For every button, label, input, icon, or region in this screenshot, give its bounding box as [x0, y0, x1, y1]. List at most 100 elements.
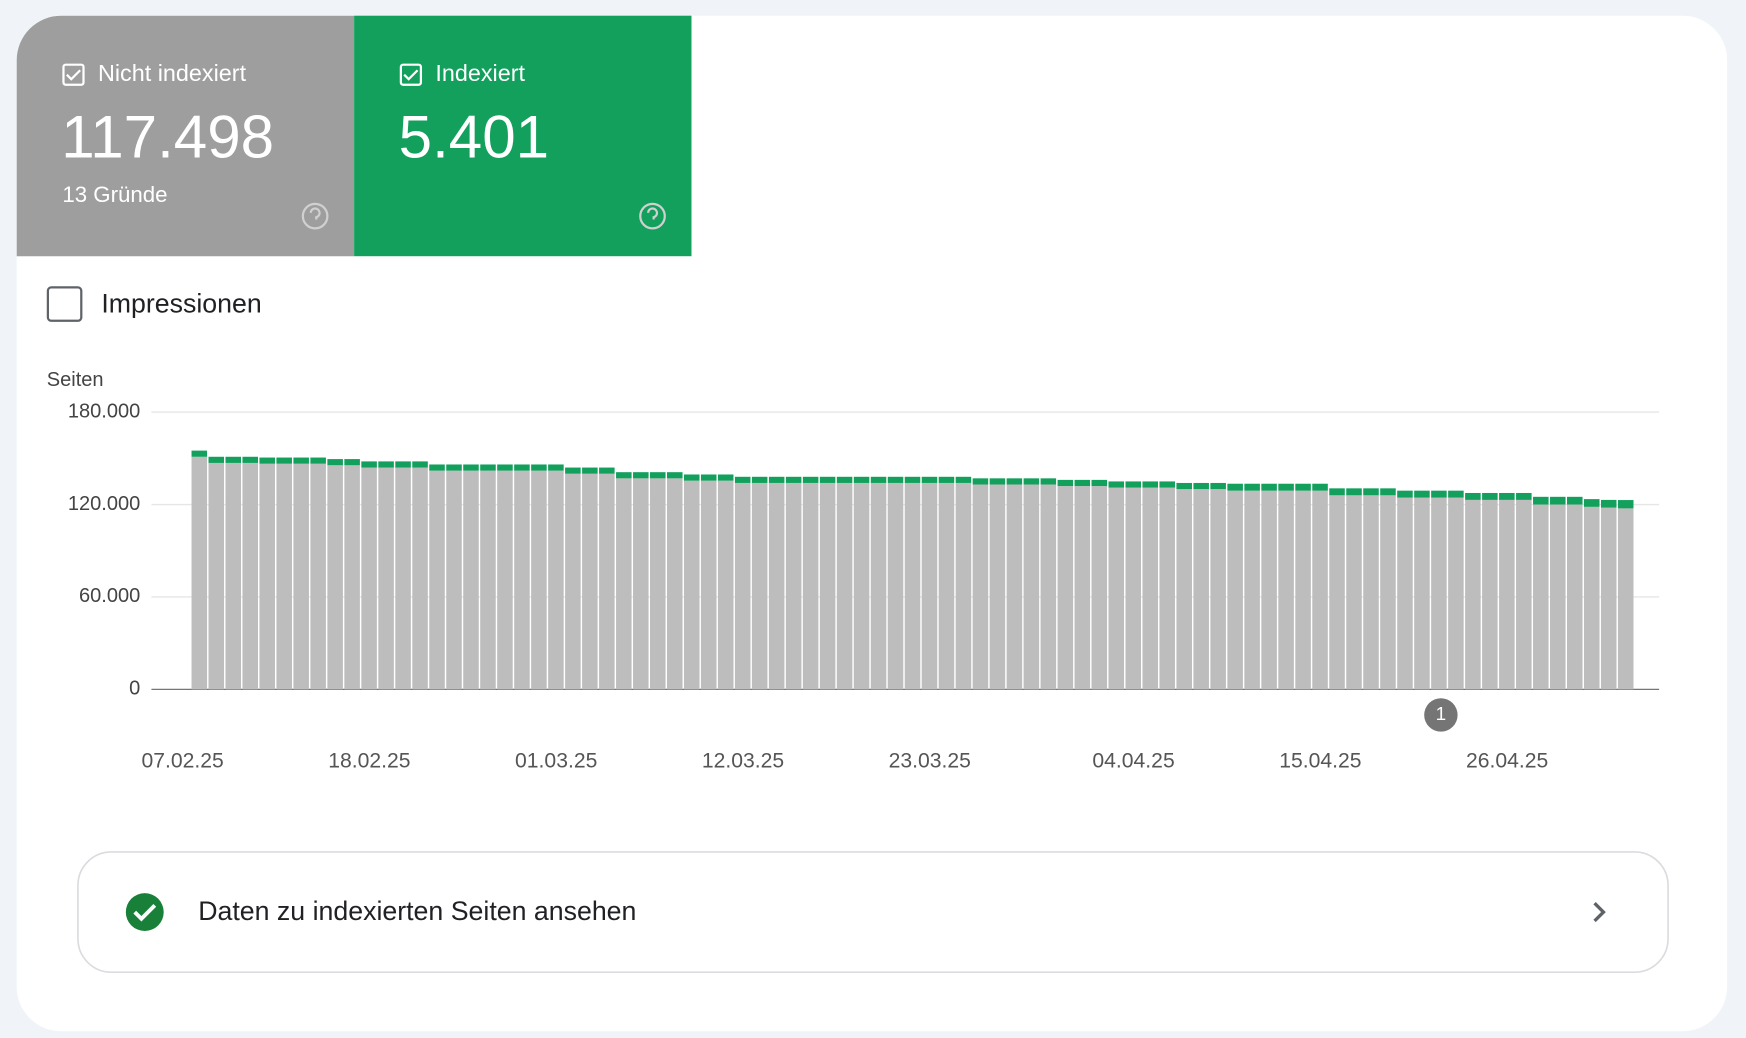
- bar-segment: [1040, 478, 1057, 485]
- bar-segment: [599, 467, 615, 474]
- bar-segment: [1482, 499, 1498, 690]
- x-tick-label: 04.04.25: [1092, 749, 1174, 772]
- bar-segment: [1210, 489, 1226, 690]
- bar-segment: [683, 474, 700, 481]
- bar-segment: [717, 480, 734, 690]
- bar-segment: [633, 478, 649, 690]
- bar-segment: [1176, 489, 1192, 690]
- bar-segment: [1448, 490, 1464, 498]
- bar-segment: [344, 459, 360, 466]
- bar-segment: [1023, 478, 1040, 485]
- bar-segment: [785, 476, 802, 483]
- bar-segment: [683, 480, 700, 690]
- bar-segment: [310, 463, 326, 690]
- x-tick-label: 12.03.25: [702, 749, 784, 772]
- bar-segment: [1295, 490, 1311, 690]
- bar-segment: [785, 482, 802, 690]
- bar-segment: [650, 478, 666, 690]
- bar-segment: [768, 482, 785, 690]
- bar-segment: [514, 470, 530, 690]
- bar-segment: [802, 476, 819, 483]
- bar-segment: [650, 472, 666, 479]
- bar-segment: [1533, 504, 1549, 690]
- bar-segment: [1278, 483, 1294, 491]
- bar-segment: [1516, 499, 1532, 690]
- bar-segment: [1516, 492, 1532, 500]
- bar-segment: [1431, 490, 1447, 498]
- bar-segment: [887, 482, 904, 690]
- bar-segment: [853, 482, 870, 690]
- bar-segment: [1074, 486, 1091, 690]
- check-mark: [133, 904, 157, 922]
- bar-segment: [1074, 479, 1091, 487]
- bar-segment: [1006, 484, 1023, 690]
- bar-segment: [293, 457, 309, 464]
- bar-segment: [1142, 487, 1159, 690]
- x-tick-label: 07.02.25: [141, 749, 223, 772]
- bar-segment: [700, 474, 717, 481]
- bar-segment: [378, 467, 394, 690]
- bar-segment: [1431, 497, 1447, 690]
- bar-segment: [1040, 484, 1057, 690]
- bar-segment: [1329, 495, 1345, 690]
- bar-segment: [1533, 496, 1549, 505]
- bar-segment: [1091, 479, 1108, 487]
- link-label: Daten zu indexierten Seiten ansehen: [198, 896, 636, 926]
- bar-segment: [293, 463, 309, 690]
- x-tick-label: 01.03.25: [515, 749, 597, 772]
- impressions-checkbox[interactable]: [46, 286, 83, 322]
- bar-segment: [616, 472, 632, 479]
- bar-segment: [1550, 496, 1566, 505]
- bar-segment: [395, 461, 411, 468]
- bar-segment: [259, 457, 275, 464]
- bar-segment: [1617, 508, 1634, 690]
- y-tick-label: 0: [129, 678, 140, 700]
- bar-segment: [1414, 497, 1430, 690]
- bar-segment: [1193, 489, 1209, 690]
- bar-segment: [955, 476, 972, 483]
- tile-checkboxes: [62, 63, 423, 86]
- bar-segment: [938, 476, 955, 483]
- bar-segment: [1312, 483, 1328, 491]
- bar-segment: [276, 463, 292, 690]
- bar-segment: [938, 482, 955, 690]
- bar-segment: [1125, 487, 1142, 690]
- bar-segment: [1567, 504, 1583, 690]
- x-tick-label: 15.04.25: [1279, 749, 1361, 772]
- bar-segment: [1583, 506, 1600, 690]
- bar-segment: [463, 464, 479, 471]
- bar-segment: [972, 478, 989, 485]
- bar-segment: [1499, 499, 1515, 690]
- y-axis-label: Seiten: [47, 369, 104, 391]
- bar-segment: [582, 467, 598, 474]
- tile-not-indexed[interactable]: [16, 15, 355, 257]
- bar-segment: [1193, 482, 1209, 490]
- bar-segment: [1380, 495, 1396, 690]
- bar-segment: [666, 472, 683, 479]
- tile-label: Indexiert: [435, 60, 525, 86]
- bar-segment: [1295, 483, 1311, 491]
- bar-segment: [666, 478, 683, 690]
- annotation-label: 1: [1436, 704, 1447, 725]
- bar-segment: [921, 476, 938, 483]
- bar-segment: [1227, 483, 1243, 491]
- bar-segment: [395, 467, 411, 690]
- bar-segment: [412, 461, 428, 468]
- bar-segment: [1380, 488, 1396, 496]
- bar-segment: [819, 482, 836, 690]
- bar-segment: [1142, 481, 1159, 488]
- bar-segment: [1465, 499, 1481, 690]
- bar-segment: [242, 456, 259, 463]
- bar-segment: [497, 470, 513, 690]
- plot: 0 60.000 120.000 180.000 07.02.25 18.02.25 01.…: [68, 400, 1660, 772]
- bar-segment: [1617, 500, 1634, 509]
- tile-indexed[interactable]: [354, 15, 692, 257]
- bar-segment: [1482, 492, 1498, 500]
- bar-segment: [191, 450, 208, 457]
- x-tick-label: 23.03.25: [889, 749, 971, 772]
- link-card[interactable]: [77, 851, 1669, 974]
- help-icons[interactable]: [301, 202, 666, 230]
- bar-segment: [208, 462, 225, 690]
- bar-segment: [734, 476, 751, 483]
- bar-segment: [989, 478, 1006, 485]
